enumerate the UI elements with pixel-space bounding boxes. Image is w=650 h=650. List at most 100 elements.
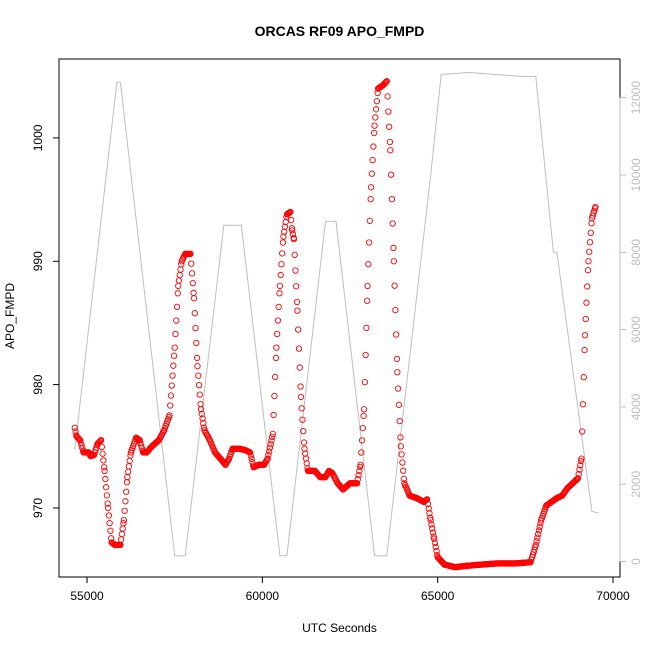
- data-point: [430, 533, 437, 540]
- data-point: [579, 428, 586, 435]
- data-point: [577, 457, 585, 465]
- data-point: [398, 451, 405, 458]
- data-point: [369, 156, 376, 164]
- data-point: [101, 467, 108, 475]
- data-point: [100, 457, 107, 464]
- data-point: [386, 138, 394, 146]
- y-tick-label: 1000: [31, 124, 45, 151]
- data-point: [167, 402, 174, 409]
- data-point: [285, 210, 292, 217]
- data-point: [295, 326, 302, 333]
- data-point: [396, 417, 403, 425]
- data-point: [388, 195, 396, 203]
- data-point: [200, 424, 208, 431]
- data-point: [119, 525, 126, 532]
- data-point: [124, 468, 132, 475]
- plot-frame: [58, 58, 621, 578]
- data-point: [169, 372, 176, 379]
- data-point: [195, 381, 203, 389]
- data-point: [391, 282, 398, 289]
- data-point: [274, 317, 282, 324]
- data-point: [535, 527, 543, 534]
- data-point: [175, 277, 183, 284]
- data-point: [372, 114, 379, 121]
- data-point: [426, 509, 433, 517]
- data-point: [432, 543, 439, 551]
- data-point: [123, 479, 131, 486]
- data-point: [276, 290, 283, 297]
- data-point: [288, 216, 295, 224]
- data-point: [577, 462, 584, 469]
- data-point: [371, 122, 378, 129]
- data-point: [576, 466, 583, 473]
- data-point: [192, 324, 199, 332]
- data-point: [108, 535, 115, 542]
- data-point: [534, 534, 541, 541]
- data-point: [246, 449, 254, 456]
- apo-fmpd-point-series: [71, 78, 599, 571]
- data-point: [195, 372, 202, 379]
- data-point: [532, 541, 539, 549]
- data-point: [103, 492, 111, 499]
- y-axis-label: APO_FMPD: [3, 283, 17, 349]
- data-point: [573, 476, 580, 483]
- data-point: [124, 473, 131, 481]
- data-point: [190, 289, 197, 297]
- y-axis-right: 0 2000 4000 6000 8000 10000 12000: [619, 81, 643, 565]
- data-point: [370, 143, 377, 150]
- data-point: [397, 434, 404, 441]
- data-point: [118, 530, 126, 538]
- data-point: [75, 435, 83, 442]
- data-point: [381, 80, 389, 87]
- data-point: [71, 424, 78, 431]
- data-point: [365, 261, 372, 268]
- data-point: [583, 299, 590, 306]
- data-point: [581, 346, 588, 354]
- data-point: [172, 330, 179, 338]
- data-point: [354, 476, 361, 483]
- x-axis-label: UTC Seconds: [302, 621, 377, 635]
- data-point: [200, 419, 207, 427]
- data-point: [279, 250, 286, 257]
- data-point: [168, 382, 175, 389]
- data-point: [372, 106, 380, 113]
- data-point: [580, 374, 587, 381]
- data-point: [266, 444, 274, 451]
- data-point: [428, 521, 435, 528]
- data-point: [74, 434, 82, 442]
- data-point: [585, 258, 592, 265]
- data-point: [385, 108, 392, 115]
- data-point: [269, 433, 276, 441]
- data-point: [188, 270, 196, 277]
- data-point: [171, 344, 178, 351]
- data-point: [176, 271, 183, 279]
- y2-tick-label: 10000: [629, 158, 643, 192]
- data-point: [382, 79, 389, 86]
- data-point: [294, 307, 301, 314]
- data-point: [588, 220, 595, 227]
- data-point: [290, 235, 298, 243]
- data-point: [390, 244, 397, 252]
- data-point: [300, 439, 308, 446]
- data-point: [400, 467, 407, 474]
- data-point: [293, 298, 301, 306]
- data-point: [264, 455, 271, 462]
- data-point: [272, 373, 279, 381]
- data-point: [189, 280, 196, 287]
- data-point: [360, 412, 367, 420]
- data-point: [422, 496, 430, 504]
- data-point: [574, 475, 582, 482]
- data-point: [178, 261, 185, 268]
- data-point: [199, 415, 206, 422]
- data-point: [400, 475, 408, 482]
- data-point: [433, 547, 440, 555]
- data-point: [188, 260, 195, 267]
- data-point: [425, 505, 432, 512]
- data-point: [356, 463, 364, 471]
- data-point: [191, 310, 198, 317]
- data-point: [292, 267, 299, 274]
- data-point: [291, 251, 298, 258]
- data-point: [393, 355, 401, 363]
- data-point: [166, 412, 173, 419]
